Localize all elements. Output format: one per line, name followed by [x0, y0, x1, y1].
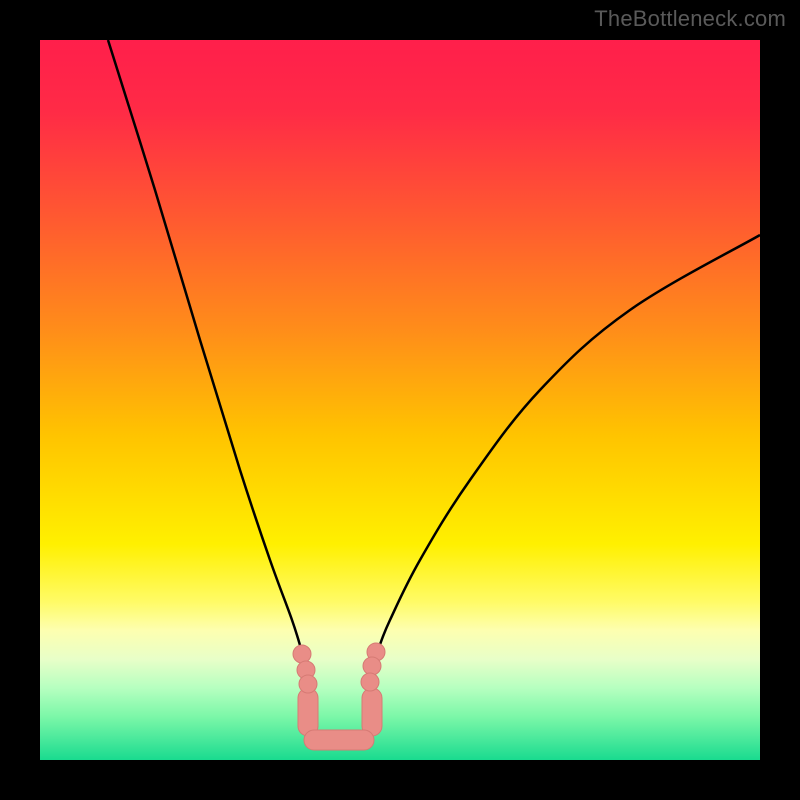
- gradient-background: [40, 40, 760, 760]
- plot-svg: [40, 40, 760, 760]
- watermark-text: TheBottleneck.com: [594, 6, 786, 32]
- chart-canvas: TheBottleneck.com: [0, 0, 800, 800]
- plot-area: [40, 40, 760, 760]
